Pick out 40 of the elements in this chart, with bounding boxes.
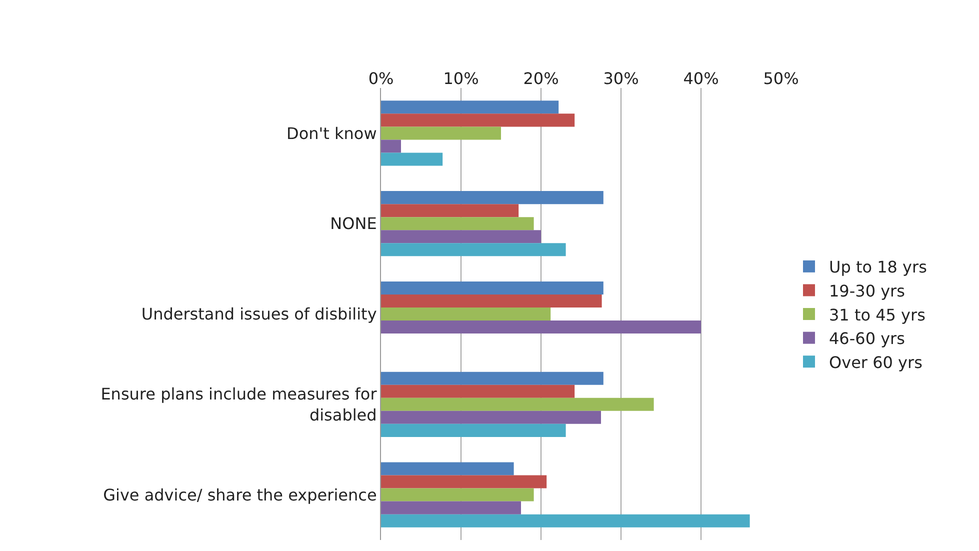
x-tick-label: 50% xyxy=(763,68,799,88)
bar xyxy=(381,140,401,153)
legend-label: 46-60 yrs xyxy=(829,329,905,348)
x-tick-label: 40% xyxy=(683,68,719,88)
bar xyxy=(381,320,701,334)
bar xyxy=(381,126,501,140)
bar xyxy=(381,462,514,476)
legend-label: 31 to 45 yrs xyxy=(829,305,926,324)
bar xyxy=(381,488,534,502)
bar xyxy=(381,372,604,385)
x-tick-label: 30% xyxy=(603,68,639,88)
bar xyxy=(381,475,547,488)
x-tick-label: 20% xyxy=(523,68,559,88)
bar xyxy=(381,217,534,230)
bar xyxy=(381,152,443,166)
bar xyxy=(381,294,602,308)
bar xyxy=(381,501,521,514)
x-tick-label: 10% xyxy=(443,68,479,88)
bar xyxy=(381,114,575,127)
y-tick-label: NONE xyxy=(330,214,377,234)
bar xyxy=(381,191,604,204)
legend-label: 19-30 yrs xyxy=(829,281,905,300)
bar xyxy=(381,398,654,411)
bar xyxy=(381,307,551,321)
bar xyxy=(381,384,575,398)
bar xyxy=(381,204,519,218)
x-tick-label: 0% xyxy=(368,68,394,88)
legend-label: Over 60 yrs xyxy=(829,352,922,372)
bar xyxy=(381,514,750,528)
bar xyxy=(381,243,566,256)
y-tick-label: Ensure plans include measures for disabled xyxy=(100,384,378,424)
legend-label: Up to 18 yrs xyxy=(829,258,927,277)
bar xyxy=(381,424,566,437)
y-tick-label: Don't know xyxy=(286,124,377,143)
bar xyxy=(381,410,601,424)
bar xyxy=(381,100,559,114)
bar xyxy=(381,230,541,244)
bar xyxy=(381,281,604,294)
y-tick-label: Understand issues of disbility xyxy=(141,304,377,324)
y-tick-label: Give advice/ share the experience xyxy=(103,485,377,504)
